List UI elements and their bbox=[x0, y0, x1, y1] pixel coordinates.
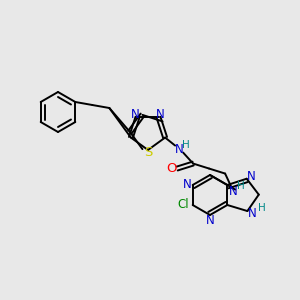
Text: O: O bbox=[166, 162, 176, 175]
Text: N: N bbox=[156, 108, 165, 121]
Text: H: H bbox=[182, 140, 190, 150]
Text: N: N bbox=[175, 143, 184, 156]
Text: Cl: Cl bbox=[178, 199, 190, 212]
Text: N: N bbox=[248, 206, 257, 220]
Text: N: N bbox=[229, 185, 238, 198]
Text: N: N bbox=[131, 108, 140, 121]
Text: N: N bbox=[183, 178, 192, 191]
Text: N: N bbox=[206, 214, 214, 226]
Text: H: H bbox=[237, 181, 245, 190]
Text: N: N bbox=[247, 170, 256, 183]
Text: H: H bbox=[257, 203, 265, 213]
Text: S: S bbox=[144, 146, 152, 160]
